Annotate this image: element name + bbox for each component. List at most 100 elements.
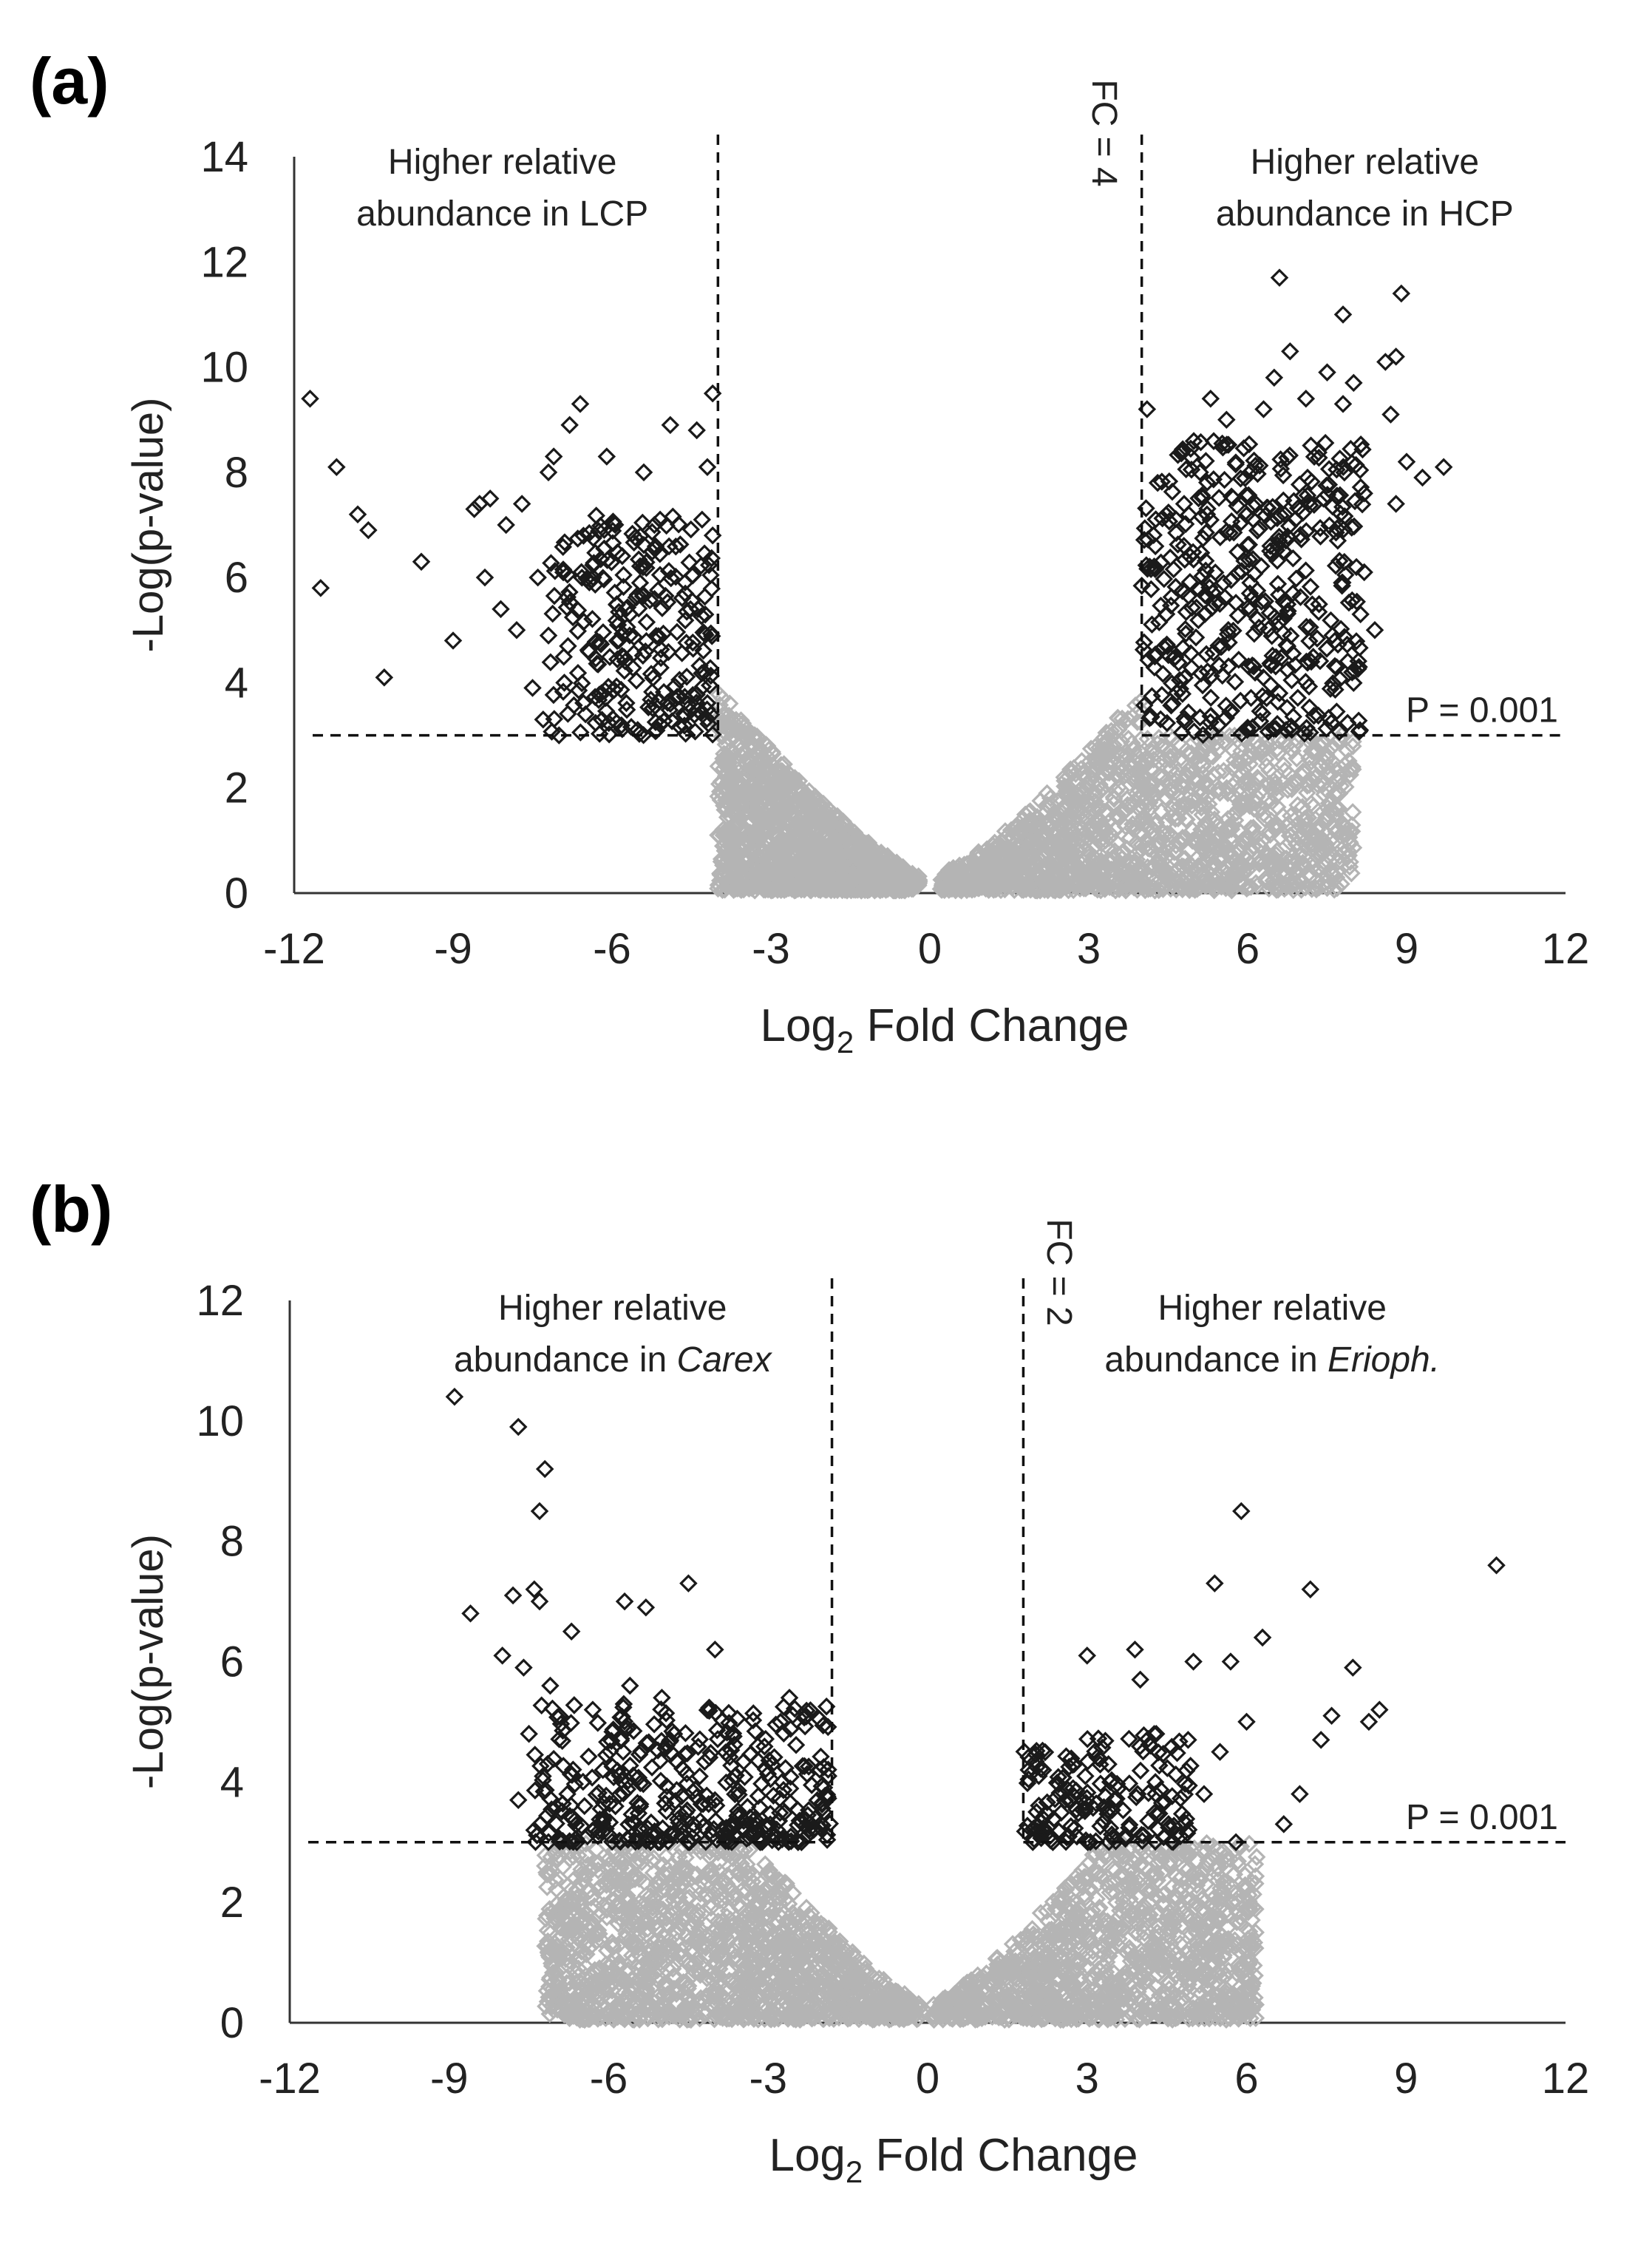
y-tick-label: 2: [220, 1879, 244, 1927]
sig-left-cluster-point: [565, 696, 583, 715]
significant-point: [1355, 484, 1373, 503]
sig-right-cluster-point: [1261, 537, 1279, 555]
sig-right-cluster-point: [1219, 435, 1238, 454]
sig-left-cluster-point: [584, 529, 602, 548]
sig-right-cluster-point: [1146, 560, 1165, 579]
sig-right-cluster-point: [1339, 593, 1359, 612]
grey-left-cluster-point: [739, 861, 758, 881]
grey-right-cluster-point: [1323, 864, 1342, 883]
grey-left-cluster-point: [803, 829, 822, 847]
grey-left-cluster-point: [590, 1878, 608, 1897]
grey-right-cluster-point: [1260, 822, 1279, 841]
grey-right-cluster-point: [1230, 753, 1248, 773]
grey-right-cluster-point: [973, 877, 992, 895]
grey-right-cluster-point: [1070, 858, 1090, 878]
grey-left-cluster-point: [760, 861, 778, 881]
significant-point: [301, 389, 319, 408]
grey-left-cluster-point: [823, 1973, 842, 1992]
sig-right-cluster-point: [1275, 505, 1294, 524]
grey-right-cluster-point: [1237, 830, 1257, 848]
sig-left-cluster-point: [582, 570, 601, 589]
grey-left-cluster-point: [905, 873, 925, 892]
sig-left-cluster-point: [698, 710, 716, 728]
sig-right-cluster-point: [1251, 456, 1269, 475]
sig-right-cluster-point: [1146, 558, 1165, 577]
grey-right-cluster-point: [1230, 855, 1249, 873]
sig-right-cluster-point: [1299, 677, 1319, 696]
grey-left-cluster-point: [748, 727, 766, 746]
grey-right-cluster-point: [1126, 834, 1146, 852]
significant-point: [544, 447, 563, 466]
grey-left-cluster-point: [709, 879, 727, 898]
grey-left-cluster-point: [676, 1975, 695, 1994]
y-tick-label: 6: [220, 1638, 244, 1686]
sig-right-cluster-point: [1157, 506, 1175, 524]
sig-left-cluster-point: [701, 666, 720, 685]
grey-left-cluster-point: [798, 1924, 817, 1944]
grey-right-cluster-point: [1132, 835, 1151, 855]
significant-point: [539, 463, 558, 482]
sig-left-cluster-point: [646, 713, 665, 732]
grey-right-cluster-point: [1021, 812, 1040, 831]
sig-right-cluster-point: [1338, 713, 1357, 733]
grey-right-cluster-point: [1188, 832, 1206, 851]
sig-right-cluster-point: [1324, 674, 1342, 693]
sig-left-cluster-point: [594, 623, 613, 642]
sig-left-cluster-point: [667, 688, 687, 706]
significant-point: [470, 495, 489, 513]
grey-right-cluster-point: [1076, 840, 1095, 858]
grey-right-cluster-point: [1058, 777, 1077, 796]
grey-right-cluster-point: [1033, 847, 1052, 866]
sig-left-cluster-point: [662, 712, 681, 730]
grey-right-cluster-point: [1197, 853, 1216, 872]
grey-right-cluster-point: [1313, 832, 1333, 852]
x-tick-label: 6: [1236, 925, 1260, 973]
sig-left-cluster-point: [568, 601, 588, 620]
sig-right-cluster-point: [1143, 687, 1161, 705]
sig-right-cluster-point: [1256, 592, 1274, 611]
sig-right-cluster-point: [1141, 557, 1159, 576]
sig-right-cluster-point: [1161, 596, 1180, 615]
sig-right-cluster-point: [1311, 518, 1330, 537]
x-tick-label: 12: [1542, 925, 1590, 973]
grey-right-cluster-point: [1231, 793, 1249, 811]
right-annotation-line1: Higher relative: [1251, 143, 1479, 182]
grey-right-cluster-point: [1175, 796, 1194, 814]
significant-point: [507, 621, 526, 640]
grey-left-cluster-point: [574, 1910, 593, 1929]
sig-left-cluster-point: [696, 605, 715, 624]
sig-left-cluster-point: [545, 710, 564, 728]
grey-left-cluster-point: [737, 796, 756, 815]
sig-left-cluster-point: [677, 668, 696, 686]
sig-right-cluster-point: [1328, 519, 1347, 537]
grey-right-cluster-point: [1058, 834, 1078, 852]
grey-left-cluster-point: [571, 1874, 589, 1893]
volcano-plot-b: (b) -12 -9 -6 -3 0 3 6 9 12 0 2 4 6 8 10 12 Higher rela…: [0, 1124, 1652, 2249]
grey-left-cluster-point: [715, 750, 735, 768]
significant-point: [492, 600, 510, 619]
grey-left-cluster-point: [824, 835, 843, 853]
grey-right-cluster-point: [1306, 810, 1325, 829]
grey-right-cluster-point: [1341, 852, 1359, 872]
grey-left-cluster-point: [713, 881, 732, 900]
grey-left-cluster-point: [903, 878, 922, 897]
grey-left-cluster-point: [717, 765, 736, 784]
sig-right-cluster-point: [1169, 535, 1187, 554]
grey-right-cluster-point: [969, 849, 988, 869]
grey-right-cluster-point: [1100, 878, 1119, 897]
sig-left-cluster-point: [644, 668, 662, 688]
sig-right-cluster-point: [1146, 537, 1165, 556]
sig-left-cluster-point: [659, 642, 678, 662]
grey-right-cluster-point: [1274, 756, 1293, 774]
grey-left-cluster-point: [721, 742, 739, 760]
grey-right-cluster-point: [944, 858, 962, 878]
sig-right-cluster-point: [1184, 550, 1203, 569]
grey-right-cluster-point: [1248, 876, 1267, 895]
grey-right-cluster-point: [1102, 742, 1121, 760]
grey-right-cluster-point: [1047, 808, 1066, 827]
significant-point: [1333, 395, 1353, 413]
sig-right-cluster-point: [1228, 564, 1247, 583]
sig-left-cluster-point: [544, 685, 563, 705]
grey-right-cluster-point: [1265, 858, 1283, 876]
